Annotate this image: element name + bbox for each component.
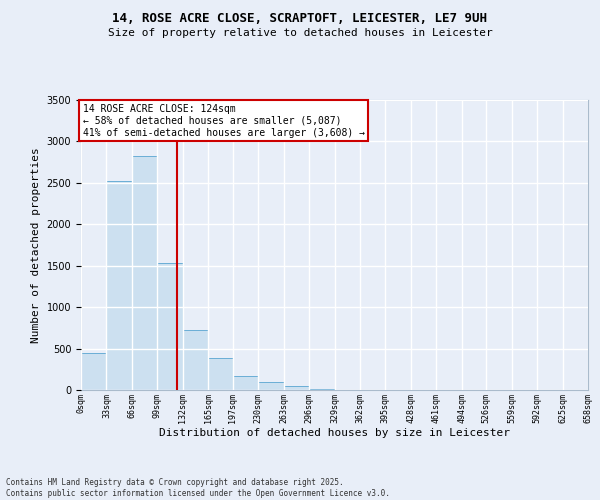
Bar [284, 386, 309, 390]
X-axis label: Distribution of detached houses by size in Leicester: Distribution of detached houses by size … [159, 428, 510, 438]
Text: 14 ROSE ACRE CLOSE: 124sqm
← 58% of detached houses are smaller (5,087)
41% of s: 14 ROSE ACRE CLOSE: 124sqm ← 58% of deta… [83, 104, 365, 138]
Text: Contains HM Land Registry data © Crown copyright and database right 2025.
Contai: Contains HM Land Registry data © Crown c… [6, 478, 390, 498]
Y-axis label: Number of detached properties: Number of detached properties [31, 147, 41, 343]
Bar [106, 181, 132, 390]
Text: 14, ROSE ACRE CLOSE, SCRAPTOFT, LEICESTER, LE7 9UH: 14, ROSE ACRE CLOSE, SCRAPTOFT, LEICESTE… [113, 12, 487, 26]
Bar [309, 389, 335, 390]
Bar [81, 352, 106, 390]
Bar [258, 382, 284, 390]
Bar [233, 376, 258, 390]
Bar [208, 358, 233, 390]
Bar [132, 156, 157, 390]
Text: Size of property relative to detached houses in Leicester: Size of property relative to detached ho… [107, 28, 493, 38]
Bar [157, 263, 183, 390]
Bar [183, 330, 208, 390]
